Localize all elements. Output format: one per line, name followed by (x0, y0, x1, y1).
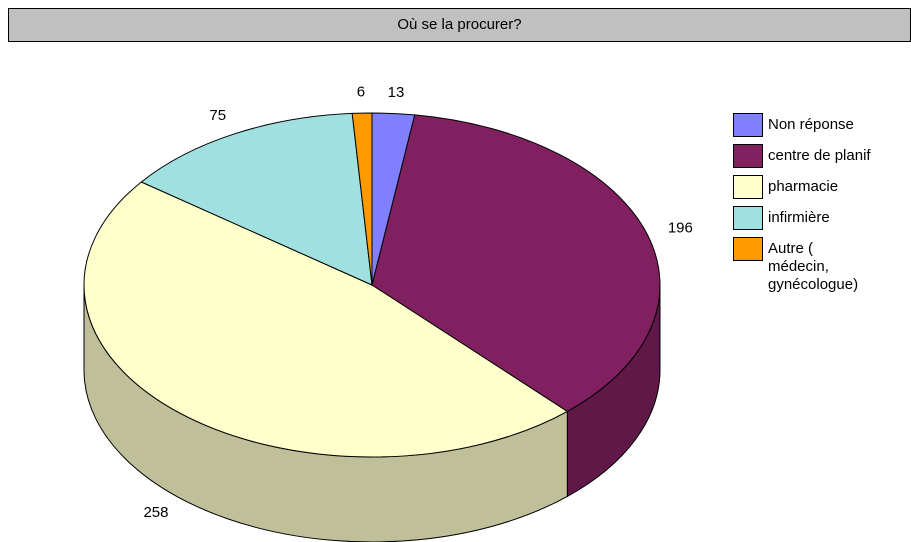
legend-swatch (733, 237, 763, 261)
legend-label: Non réponse (768, 116, 854, 133)
legend-swatch (733, 175, 763, 199)
legend-label: Autre ( médecin, gynécologue) (768, 240, 859, 293)
pie-slice (351, 112, 373, 286)
legend-item: pharmacie (733, 175, 911, 199)
legend-item: Autre ( médecin, gynécologue) (733, 237, 911, 294)
legend-swatch (733, 206, 763, 230)
legend-label: pharmacie (768, 178, 839, 195)
pie-slice (140, 112, 373, 286)
data-label: 13 (388, 84, 405, 101)
legend-swatch (733, 113, 763, 137)
legend-swatch (733, 144, 763, 168)
pie-slice (83, 181, 569, 458)
data-label: 258 (143, 504, 168, 521)
data-label: 75 (209, 107, 226, 124)
legend-label: infirmière (768, 209, 830, 226)
chart-title: Où se la procurer? (8, 8, 911, 42)
legend-item: infirmière (733, 206, 911, 230)
legend-label: centre de planif (768, 147, 871, 164)
data-label: 196 (668, 219, 693, 236)
pie-slice (371, 114, 661, 412)
legend-item: centre de planif (733, 144, 911, 168)
data-label: 6 (357, 83, 365, 100)
legend: Non réponse centre de planif pharmacie infi… (733, 113, 911, 301)
legend-item: Non réponse (733, 113, 911, 137)
